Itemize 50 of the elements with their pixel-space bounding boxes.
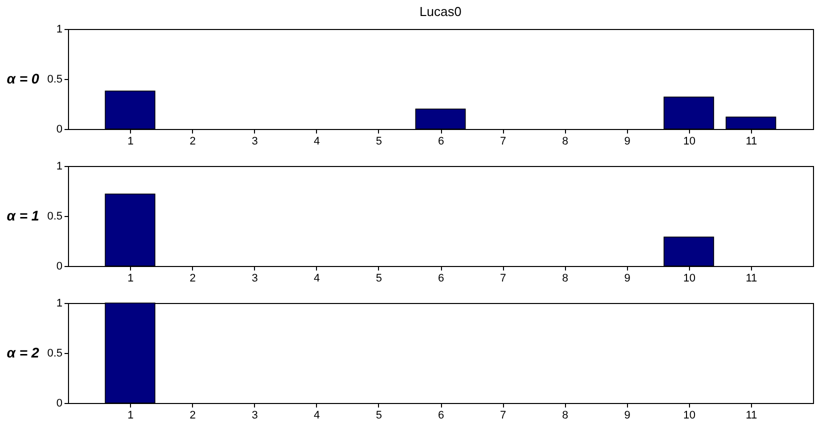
x-tick-label: 7 xyxy=(500,410,506,422)
x-tick-label: 4 xyxy=(314,272,320,284)
x-tick-label: 3 xyxy=(252,136,258,148)
x-tick-label: 6 xyxy=(438,410,444,422)
x-tick-label: 9 xyxy=(624,136,630,148)
x-tick-label: 5 xyxy=(376,410,382,422)
x-tick-label: 10 xyxy=(683,410,696,422)
x-tick-label: 10 xyxy=(683,136,696,148)
x-tick-label: 7 xyxy=(500,272,506,284)
bar xyxy=(104,90,156,130)
x-tick-label: 9 xyxy=(624,410,630,422)
y-tick-label: 1 xyxy=(56,298,62,310)
y-tick-label: 0 xyxy=(56,260,62,272)
y-axis-title: α = 0 xyxy=(6,70,40,86)
x-tick-label: 4 xyxy=(314,410,320,422)
x-tick-label: 6 xyxy=(438,272,444,284)
x-tick-label: 5 xyxy=(376,272,382,284)
x-tick-label: 8 xyxy=(562,410,568,422)
x-tick-label: 1 xyxy=(128,272,134,284)
y-axis-title: α = 1 xyxy=(6,208,40,224)
bar xyxy=(726,116,776,130)
x-tick-label: 2 xyxy=(190,136,196,148)
x-tick-label: 9 xyxy=(624,272,630,284)
x-tick-label: 1 xyxy=(128,410,134,422)
x-tick-label: 8 xyxy=(562,272,568,284)
y-tick-label: 0.5 xyxy=(47,210,62,222)
y-tick-label: 0.5 xyxy=(47,348,62,360)
y-axis-title: α = 2 xyxy=(6,344,40,360)
bar xyxy=(415,108,466,130)
x-tick-label: 1 xyxy=(128,136,134,148)
x-tick-label: 3 xyxy=(252,410,258,422)
x-tick-label: 2 xyxy=(190,410,196,422)
x-tick-label: 3 xyxy=(252,272,258,284)
x-tick-label: 11 xyxy=(746,272,758,284)
x-tick-label: 6 xyxy=(438,136,444,148)
x-tick-label: 4 xyxy=(314,136,320,148)
y-tick-label: 0 xyxy=(56,124,62,136)
x-tick-label: 7 xyxy=(500,136,506,148)
x-tick-label: 11 xyxy=(746,410,758,422)
chart-title: Lucas0 xyxy=(420,4,462,19)
x-tick-label: 5 xyxy=(376,136,382,148)
x-tick-label: 2 xyxy=(190,272,196,284)
y-tick-label: 0 xyxy=(56,398,62,410)
x-tick-label: 8 xyxy=(562,136,568,148)
bar xyxy=(664,96,714,130)
y-tick-label: 0.5 xyxy=(47,74,62,86)
x-tick-label: 10 xyxy=(683,272,696,284)
x-tick-label: 11 xyxy=(746,136,758,148)
y-tick-label: 1 xyxy=(56,160,62,172)
y-tick-label: 1 xyxy=(56,24,62,36)
